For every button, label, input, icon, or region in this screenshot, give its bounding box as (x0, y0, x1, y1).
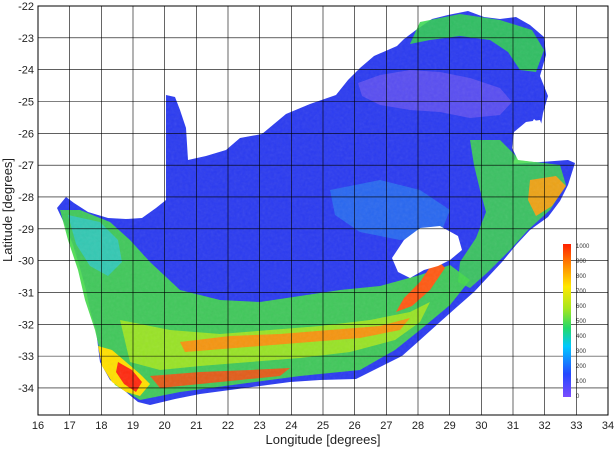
y-axis-title: Latitude [degrees] (0, 158, 15, 262)
colorbar-tick-label: 400 (576, 334, 587, 340)
colorbar-tick-label: 600 (576, 304, 587, 310)
x-tick-label: 34 (602, 420, 614, 432)
y-tick-label: -30 (18, 256, 34, 268)
y-tick-label: -24 (18, 65, 34, 77)
colorbar-tick-label: 300 (576, 349, 587, 355)
colorbar-tick-label: 0 (576, 394, 580, 400)
colorbar-tick-label: 700 (576, 289, 587, 295)
y-tick-label: -25 (18, 96, 34, 108)
x-tick-label: 25 (317, 420, 329, 432)
x-tick-label: 28 (412, 420, 424, 432)
y-tick-label: -29 (18, 224, 34, 236)
y-tick-label: -32 (18, 319, 34, 331)
x-tick-label: 20 (159, 420, 171, 432)
x-tick-label: 23 (254, 420, 266, 432)
y-tick-label: -22 (18, 1, 34, 13)
x-tick-label: 22 (222, 420, 234, 432)
x-tick-label: 29 (444, 420, 456, 432)
y-tick-label: -27 (18, 160, 34, 172)
x-tick-label: 21 (190, 420, 202, 432)
x-tick-label: 16 (32, 420, 44, 432)
x-axis-title: Longitude [degrees] (266, 432, 381, 447)
y-tick-label: -28 (18, 192, 34, 204)
y-tick-label: -23 (18, 33, 34, 45)
colorbar-tick-label: 900 (576, 259, 587, 265)
x-tick-label: 30 (475, 420, 487, 432)
y-tick-label: -34 (18, 383, 34, 395)
x-tick-label: 17 (64, 420, 76, 432)
colorbar-tick-label: 100 (576, 379, 587, 385)
x-tick-label: 32 (539, 420, 551, 432)
y-axis: -22 -23 -24 -25 -26 -27 -28 -29 -30 -31 -32 -33 -34 (18, 1, 34, 395)
x-axis: 16 17 18 19 20 21 22 23 24 25 26 27 28 29 30 31 32 33 34 (32, 420, 614, 432)
colorbar-tick-label: 500 (576, 319, 587, 325)
colorbar-tick-label: 1000 (576, 244, 590, 250)
x-tick-label: 31 (507, 420, 519, 432)
x-tick-label: 18 (95, 420, 107, 432)
y-tick-label: -26 (18, 128, 34, 140)
x-tick-label: 19 (127, 420, 139, 432)
y-tick-label: -31 (18, 287, 34, 299)
terrain-texture (57, 11, 575, 405)
eswatini-gap (512, 120, 546, 162)
x-tick-label: 33 (570, 420, 582, 432)
x-tick-label: 27 (380, 420, 392, 432)
y-tick-label: -33 (18, 351, 34, 363)
colorbar-tick-label: 800 (576, 274, 587, 280)
grid-lines (38, 6, 608, 415)
colorbar-ramp (563, 244, 571, 397)
elevation-map (57, 11, 575, 405)
colorbar-tick-label: 200 (576, 364, 587, 370)
x-tick-label: 26 (349, 420, 361, 432)
x-tick-label: 24 (285, 420, 297, 432)
lesotho-gap (392, 226, 462, 278)
